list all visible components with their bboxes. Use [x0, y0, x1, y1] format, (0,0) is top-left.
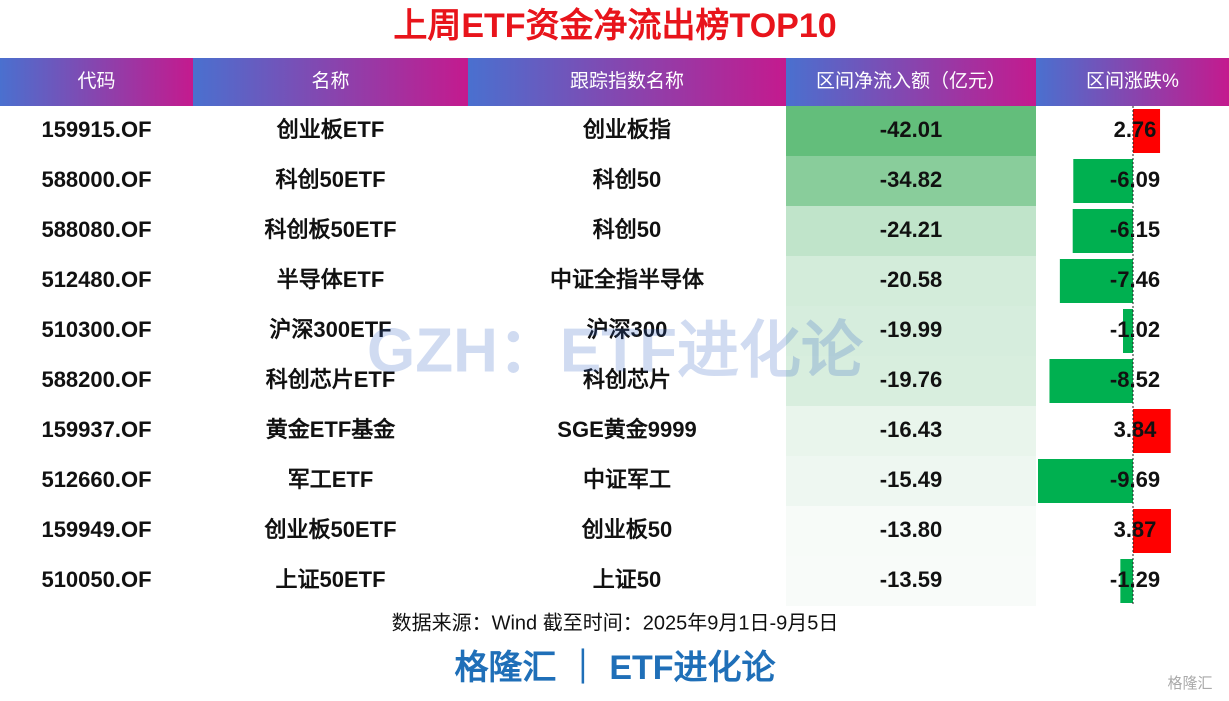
cell: -6.09: [1110, 167, 1160, 192]
flow-heat: [786, 556, 1036, 606]
source: 数据来源：Wind 截至时间：2025年9月1日-9月5日: [392, 611, 839, 634]
cell: -19.76: [880, 367, 942, 392]
cell: 中证全指半导体: [550, 267, 705, 292]
cell: 科创50ETF: [275, 167, 385, 192]
header-cell: [786, 58, 1036, 106]
cell: 科创芯片: [583, 367, 671, 392]
cell: 创业板ETF: [276, 117, 385, 142]
change-bar: [1038, 459, 1133, 503]
change-bar: [1123, 309, 1133, 353]
header-label: 区间涨跌%: [1086, 70, 1179, 92]
cell: -8.52: [1110, 367, 1160, 392]
cell: -19.99: [880, 317, 942, 342]
cell: -24.21: [880, 217, 942, 242]
cell: 沪深300ETF: [269, 317, 391, 342]
header-cell: [468, 58, 786, 106]
cell: 黄金ETF基金: [266, 417, 397, 442]
cell: -1.29: [1110, 567, 1160, 592]
cell: -9.69: [1110, 467, 1160, 492]
bars: [1038, 109, 1171, 603]
cell: 510300.OF: [41, 317, 151, 342]
cell: 159937.OF: [41, 417, 151, 442]
cell: 军工ETF: [288, 467, 374, 492]
change-bar: [1133, 409, 1171, 453]
flow-heat: [786, 506, 1036, 556]
cell: -20.58: [880, 267, 942, 292]
change-bar: [1120, 559, 1133, 603]
header-label: 代码: [77, 70, 115, 92]
cell: 科创50: [593, 167, 661, 192]
change-bar: [1133, 109, 1161, 153]
cell: 创业板50ETF: [263, 517, 396, 542]
logo: 格隆汇: [1167, 675, 1212, 692]
cell: 159915.OF: [41, 117, 151, 142]
flow-heat: [786, 406, 1036, 456]
cell: 3.87: [1114, 517, 1157, 542]
watermark: GZH：ETF进化论: [367, 316, 864, 385]
cell: 588000.OF: [41, 167, 151, 192]
flow-heat: [786, 306, 1036, 356]
header-label: 名称: [311, 70, 349, 92]
change-bar: [1133, 509, 1171, 553]
cell: -13.59: [880, 567, 942, 592]
cell: -16.43: [880, 417, 942, 442]
change-bar: [1073, 159, 1133, 203]
cell: 159949.OF: [41, 517, 151, 542]
backgrounds: [0, 58, 1229, 606]
header-label: 跟踪指数名称: [570, 70, 684, 92]
cell: -34.82: [880, 167, 942, 192]
cell: 512480.OF: [41, 267, 151, 292]
flow-heat: [786, 356, 1036, 406]
cell: 3.84: [1114, 417, 1158, 442]
flow-heat: [786, 256, 1036, 306]
flow-heat: [786, 456, 1036, 506]
cell: 510050.OF: [41, 567, 151, 592]
change-bar: [1072, 209, 1133, 253]
cell: SGE黄金9999: [557, 417, 696, 442]
cell: -13.80: [880, 517, 942, 542]
cell: 上证50ETF: [275, 567, 385, 592]
cell: 2.76: [1114, 117, 1157, 142]
cell: 588200.OF: [41, 367, 151, 392]
change-bar: [1059, 259, 1133, 303]
cell: -15.49: [880, 467, 942, 492]
header-label: 区间净流入额（亿元）: [816, 70, 1006, 92]
header-cell: [1036, 58, 1229, 106]
cell: 科创50: [593, 217, 661, 242]
flow-heat: [786, 206, 1036, 256]
cell: 588080.OF: [41, 217, 151, 242]
cell: -7.46: [1110, 267, 1160, 292]
footer: 格隆汇 ｜ ETF进化论: [454, 648, 776, 687]
flow-heat: [786, 106, 1036, 156]
header-cell: [193, 58, 468, 106]
content: 代码 名称 跟踪指数名称 区间净流入额（亿元） 区间涨跌% 159915.OF 创业板ETF…: [41, 70, 1179, 592]
cell: 创业板指: [582, 117, 671, 142]
cell: 512660.OF: [41, 467, 151, 492]
cell: -42.01: [880, 117, 942, 142]
flow-heat: [786, 156, 1036, 206]
cell: 中证军工: [583, 467, 671, 492]
cell: 沪深300: [587, 317, 668, 342]
cell: 创业板50: [581, 517, 672, 542]
header-cell: [0, 58, 193, 106]
cell: 科创芯片ETF: [266, 367, 396, 392]
title: 上周ETF资金净流出榜TOP10: [393, 6, 836, 45]
cell: -6.15: [1110, 217, 1160, 242]
cell: 上证50: [593, 567, 661, 592]
change-bar: [1049, 359, 1133, 403]
cell: 半导体ETF: [277, 267, 385, 292]
cell: 科创板50ETF: [264, 217, 396, 242]
cell: -1.02: [1110, 317, 1160, 342]
